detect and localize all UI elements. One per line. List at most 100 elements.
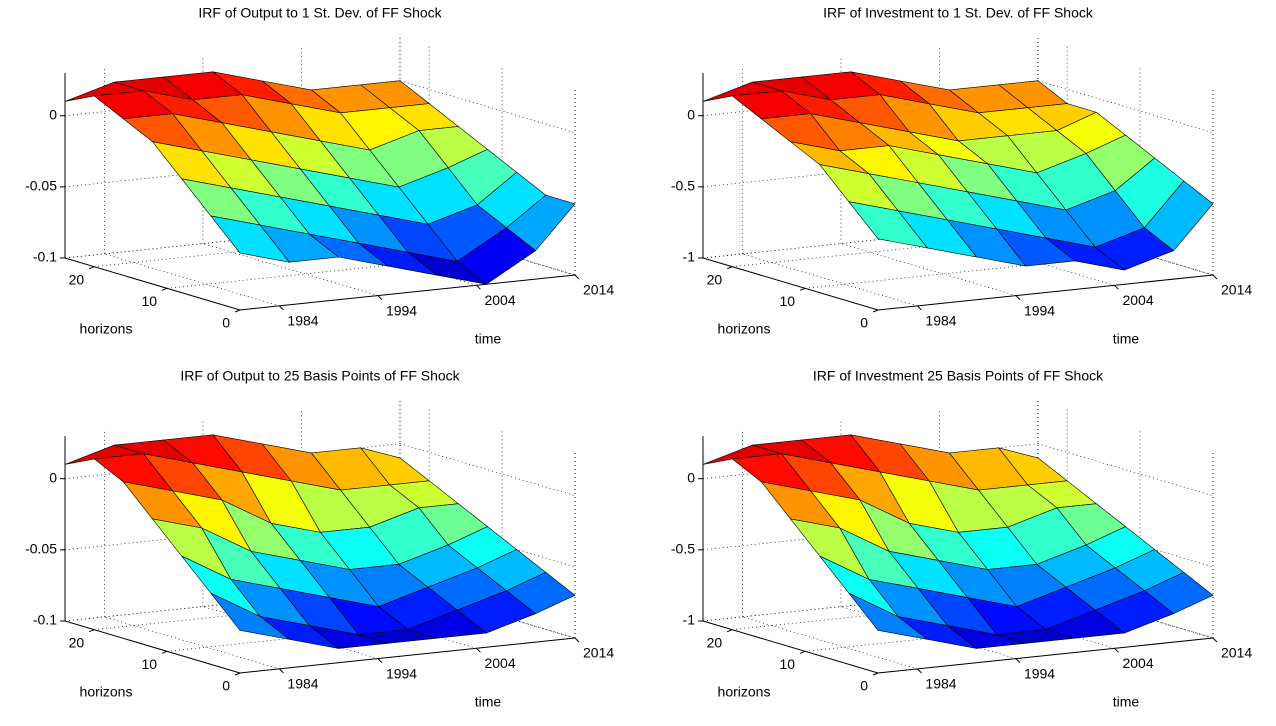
- tick-mark: [917, 668, 922, 674]
- grid-line: [399, 443, 576, 497]
- z-tick-label: -1: [683, 249, 696, 265]
- tick-mark: [234, 672, 241, 676]
- y-tick-label: 20: [69, 271, 85, 287]
- tick-mark: [1114, 647, 1119, 653]
- y-tick-label: 10: [780, 293, 796, 309]
- z-tick-label: 0: [49, 106, 57, 122]
- tick-mark: [1015, 295, 1021, 300]
- tick-mark: [88, 629, 95, 633]
- x-tick-label: 1984: [925, 313, 956, 329]
- y-axis-label: horizons: [718, 684, 771, 700]
- x-axis: [239, 274, 576, 311]
- z-tick-label: -0.5: [671, 178, 695, 194]
- grid-line: [1037, 514, 1214, 568]
- tick-mark: [1212, 637, 1218, 643]
- tick-mark: [726, 266, 733, 270]
- chart-title: IRF of Output to 25 Basis Points of FF S…: [180, 368, 460, 384]
- z-tick-label: -0.05: [25, 178, 57, 194]
- z-tick-label: -1: [683, 612, 696, 628]
- grid-line: [202, 243, 379, 296]
- y-axis: [702, 620, 879, 674]
- grid-line: [742, 616, 918, 670]
- tick-mark: [88, 266, 95, 270]
- tick-mark: [161, 650, 168, 654]
- y-axis-label: horizons: [718, 321, 771, 337]
- y-tick-label: 10: [142, 656, 158, 672]
- y-axis: [702, 257, 879, 311]
- grid-line: [742, 253, 918, 307]
- x-axis-label: time: [1113, 331, 1140, 347]
- surface-panel: IRF of Investment 25 Basis Points of FF …: [671, 368, 1252, 710]
- surface-panel: IRF of Output to 25 Basis Points of FF S…: [25, 368, 614, 710]
- x-tick-label: 1984: [287, 676, 318, 692]
- tick-mark: [917, 305, 922, 311]
- tick-mark: [799, 287, 806, 291]
- y-axis: [64, 620, 241, 674]
- tick-mark: [377, 295, 383, 300]
- x-tick-label: 2004: [1122, 655, 1153, 671]
- x-tick-label: 2004: [484, 655, 515, 671]
- tick-mark: [476, 284, 481, 290]
- grid-line: [1037, 443, 1214, 497]
- x-tick-label: 2014: [1221, 282, 1252, 298]
- grid-line: [104, 616, 280, 670]
- tick-mark: [476, 647, 481, 653]
- x-axis-label: time: [475, 694, 502, 710]
- y-tick-label: 10: [142, 293, 158, 309]
- x-tick-label: 1994: [386, 665, 417, 681]
- x-tick-label: 1994: [1024, 302, 1055, 318]
- surface-patch: [210, 592, 290, 640]
- x-tick-label: 1994: [386, 302, 417, 318]
- chart-title: IRF of Investment 25 Basis Points of FF …: [813, 368, 1104, 384]
- z-tick-label: -0.05: [25, 541, 57, 557]
- y-tick-label: 20: [707, 271, 723, 287]
- surface-patch: [848, 592, 928, 640]
- y-tick-label: 0: [222, 678, 230, 694]
- tick-mark: [1114, 284, 1119, 290]
- tick-mark: [726, 629, 733, 633]
- z-tick-label: 0: [49, 469, 57, 485]
- tick-mark: [574, 637, 580, 643]
- y-tick-label: 0: [860, 315, 868, 331]
- x-tick-label: 2014: [583, 282, 614, 298]
- grid-line: [399, 222, 576, 276]
- surface-patch: [210, 215, 290, 263]
- tick-mark: [234, 309, 241, 313]
- x-tick-label: 2014: [583, 645, 614, 661]
- surface-patch: [848, 201, 928, 249]
- tick-mark: [377, 658, 383, 663]
- grid-line: [104, 253, 280, 307]
- grid-line: [1037, 222, 1214, 276]
- y-tick-label: 10: [780, 656, 796, 672]
- x-tick-label: 1994: [1024, 665, 1055, 681]
- tick-mark: [799, 650, 806, 654]
- tick-mark: [574, 274, 580, 280]
- x-tick-label: 2004: [484, 292, 515, 308]
- x-tick-label: 1984: [925, 676, 956, 692]
- x-tick-label: 2014: [1221, 645, 1252, 661]
- z-tick-label: 0: [687, 469, 695, 485]
- chart-title: IRF of Output to 1 St. Dev. of FF Shock: [198, 5, 442, 21]
- z-tick-label: -0.5: [671, 541, 695, 557]
- x-axis: [239, 637, 576, 674]
- y-tick-label: 20: [69, 634, 85, 650]
- grid-line: [399, 80, 576, 134]
- y-axis-label: horizons: [80, 684, 133, 700]
- z-tick-label: 0: [687, 106, 695, 122]
- x-axis-label: time: [1113, 694, 1140, 710]
- grid-line: [1037, 585, 1214, 639]
- z-tick-label: -0.1: [33, 249, 57, 265]
- tick-mark: [872, 672, 879, 676]
- x-axis: [877, 274, 1214, 311]
- y-tick-label: 0: [222, 315, 230, 331]
- tick-mark: [279, 305, 284, 311]
- tick-mark: [1212, 274, 1218, 280]
- grid-line: [399, 514, 576, 568]
- y-tick-label: 20: [707, 634, 723, 650]
- x-axis-label: time: [475, 331, 502, 347]
- y-axis: [64, 257, 241, 311]
- grid-line: [1037, 80, 1214, 134]
- surface-panel: IRF of Output to 1 St. Dev. of FF Shock -…: [25, 5, 614, 347]
- x-axis: [877, 637, 1214, 674]
